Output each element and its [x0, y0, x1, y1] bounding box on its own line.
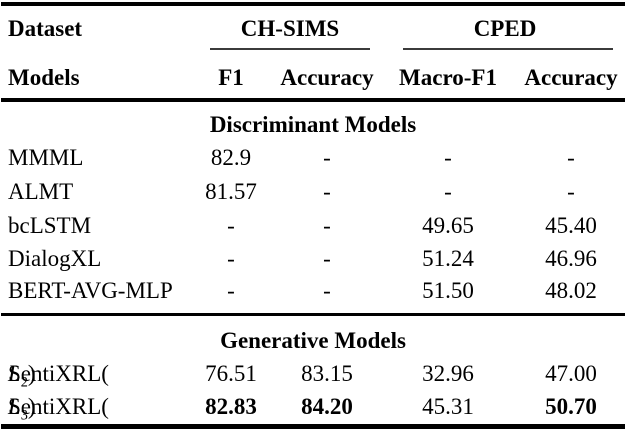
model-name-prefix: SentiXRL( [8, 394, 109, 419]
cell-value: - [323, 213, 331, 238]
cell-value: 51.50 [422, 278, 474, 303]
table-row: SentiXRL(L2) 76.51 83.15 32.96 47.00 [0, 361, 626, 390]
table-row: BERT-AVG-MLP - - 51.50 48.02 [0, 278, 626, 304]
model-name: MMML [8, 145, 84, 170]
model-name: BERT-AVG-MLP [8, 278, 173, 303]
cell-value: - [227, 213, 235, 238]
cell-value: - [567, 145, 575, 170]
table-row: bcLSTM - - 49.65 45.40 [0, 213, 626, 239]
cped-underline [403, 48, 613, 50]
cell-value: 83.15 [301, 361, 353, 386]
cell-value: - [323, 278, 331, 303]
section-title-label: Generative Models [220, 328, 406, 353]
model-name-subscript: 3 [20, 407, 28, 424]
cell-value: 50.70 [545, 394, 597, 419]
cell-value: - [444, 145, 452, 170]
group-header-cped: CPED [473, 16, 537, 41]
model-name-suffix: ) [27, 361, 36, 386]
model-name: SentiXRL(L2) [8, 361, 109, 390]
cell-value: 47.00 [545, 361, 597, 386]
model-name: SentiXRL(L3) [8, 394, 109, 423]
cell-value: - [227, 246, 235, 271]
chsims-underline [210, 48, 370, 50]
dataset-header: Dataset [8, 16, 83, 41]
section-divider-rule [1, 313, 625, 316]
model-name-prefix: SentiXRL( [8, 361, 109, 386]
model-name: bcLSTM [8, 213, 92, 238]
cell-value: 46.96 [545, 246, 597, 271]
cell-value: 76.51 [205, 361, 257, 386]
cell-value: - [227, 278, 235, 303]
header-rule [1, 98, 625, 102]
cell-value: - [323, 145, 331, 170]
cell-value: 84.20 [301, 394, 353, 419]
model-name-subscript: 2 [20, 374, 28, 391]
model-name-variable: L [8, 361, 21, 386]
group-header-chsims: CH-SIMS [240, 16, 340, 41]
col-header-accuracy-chsims: Accuracy [280, 65, 374, 90]
cell-value: 49.65 [422, 213, 474, 238]
table-row: ALMT 81.57 - - - [0, 179, 626, 205]
bottom-rule [1, 424, 625, 429]
table-row: MMML 82.9 - - - [0, 145, 626, 171]
model-name: ALMT [8, 179, 74, 204]
model-name-suffix: ) [27, 394, 36, 419]
cell-value: 51.24 [422, 246, 474, 271]
col-header-f1: F1 [218, 65, 244, 90]
models-header: Models [8, 65, 80, 90]
cell-value: - [323, 246, 331, 271]
top-rule [1, 2, 625, 6]
model-name-variable: L [8, 394, 21, 419]
col-header-macro-f1: Macro-F1 [399, 65, 497, 90]
model-name: DialogXL [8, 246, 102, 271]
section-title-generative: Generative Models [0, 328, 626, 354]
cell-value: 32.96 [422, 361, 474, 386]
cell-value: 81.57 [205, 179, 257, 204]
table-row: DialogXL - - 51.24 46.96 [0, 246, 626, 272]
cell-value: 45.40 [545, 213, 597, 238]
cell-value: - [567, 179, 575, 204]
cell-value: 82.9 [210, 145, 252, 170]
col-header-accuracy-cped: Accuracy [524, 65, 618, 90]
cell-value: 45.31 [422, 394, 474, 419]
column-header-row: Models F1 Accuracy Macro-F1 Accuracy [0, 65, 626, 91]
table-row: SentiXRL(L3) 82.83 84.20 45.31 50.70 [0, 394, 626, 423]
section-title-discriminant: Discriminant Models [0, 112, 626, 138]
section-title-label: Discriminant Models [209, 112, 417, 137]
cell-value: - [323, 179, 331, 204]
cell-value: 82.83 [205, 394, 257, 419]
group-header-row: Dataset CH-SIMS CPED [0, 16, 626, 42]
cell-value: 48.02 [545, 278, 597, 303]
cell-value: - [444, 179, 452, 204]
